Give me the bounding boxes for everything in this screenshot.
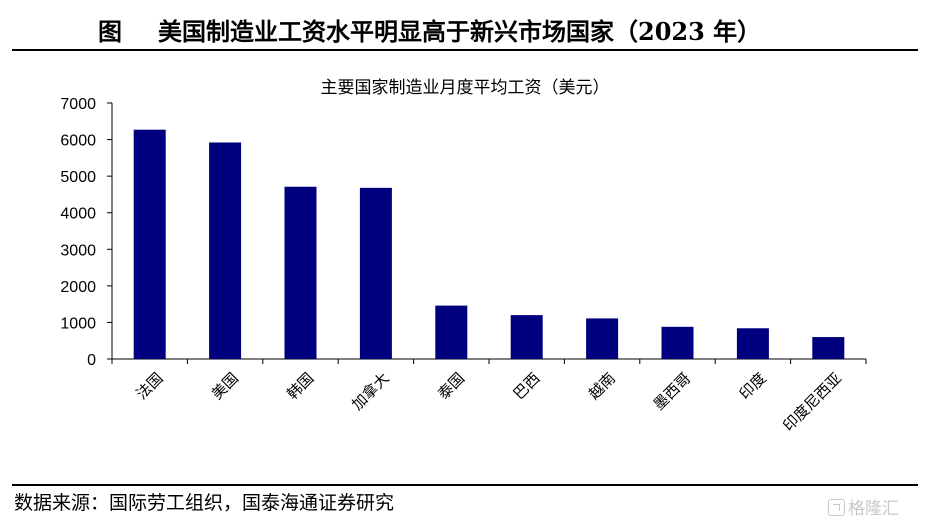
y-tick-label: 2000 (60, 279, 96, 296)
bar-9 (736, 328, 769, 359)
bar-8 (661, 326, 694, 359)
x-category-label: 泰国 (434, 369, 468, 403)
bar-chart: 主要国家制造业月度平均工资（美元） 0 1000 2000 3000 4000 5000 6… (60, 78, 867, 435)
y-tick-label: 0 (87, 352, 96, 369)
x-category-label: 印度 (736, 369, 770, 403)
figure-title: 图 美国制造业工资水平明显高于新兴市场国家（2023 年） (0, 12, 930, 46)
bar-10 (812, 337, 845, 359)
bar-5 (435, 305, 468, 359)
watermark: 格隆汇 (828, 494, 899, 519)
x-category-label: 美国 (208, 369, 242, 403)
y-tick-label: 1000 (60, 315, 96, 332)
bar-4 (359, 187, 392, 359)
figure-title-text: 美国制造业工资水平明显高于新兴市场国家（2023 年） (158, 17, 762, 46)
x-category-label: 墨西哥 (650, 369, 695, 414)
watermark-text: 格隆汇 (848, 499, 899, 519)
bar-2 (209, 142, 242, 359)
top-rule (12, 49, 918, 51)
x-category-label: 法国 (133, 369, 167, 403)
y-tick-label: 6000 (60, 133, 96, 150)
bar-1 (133, 129, 166, 359)
y-axis: 0 1000 2000 3000 4000 5000 6000 7000 (60, 96, 113, 369)
x-axis: 法国 美国 韩国 加拿大 泰国 巴西 越南 墨西哥 印度 印度尼西亚 (111, 358, 867, 435)
bar-6 (510, 315, 543, 359)
bars (133, 129, 845, 359)
data-source: 数据来源：国际劳工组织，国泰海通证券研究 (14, 492, 395, 514)
y-tick-label: 3000 (60, 242, 96, 259)
figure-label: 图 (98, 17, 122, 46)
chart-title: 主要国家制造业月度平均工资（美元） (321, 78, 610, 98)
bar-7 (586, 318, 619, 359)
y-tick-label: 4000 (60, 206, 96, 223)
bottom-rule (12, 484, 918, 486)
y-tick-label: 7000 (60, 96, 96, 113)
x-category-label: 韩国 (283, 369, 317, 403)
x-category-label: 越南 (585, 369, 619, 403)
bar-3 (284, 186, 317, 359)
x-category-label: 加拿大 (348, 369, 393, 414)
x-category-label: 印度尼西亚 (779, 369, 845, 435)
y-tick-label: 5000 (60, 169, 96, 186)
x-category-label: 巴西 (510, 369, 544, 403)
watermark-logo-icon (828, 499, 845, 516)
